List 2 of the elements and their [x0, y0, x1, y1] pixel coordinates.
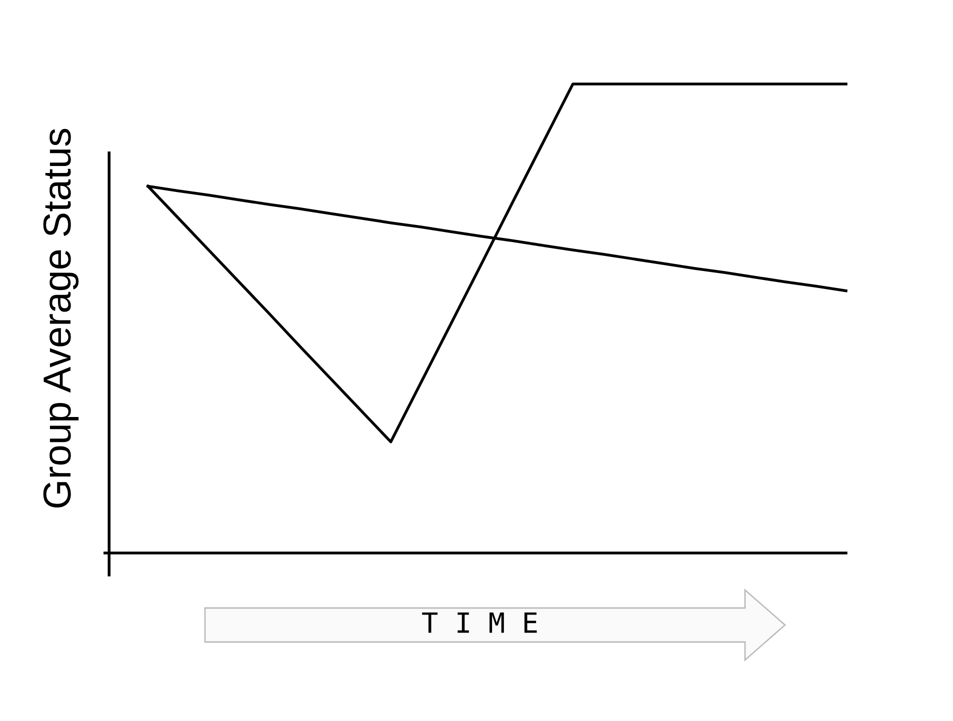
y-axis-title: Group Average Status: [43, 128, 79, 508]
x-axis-title: T I M E: [422, 612, 537, 633]
